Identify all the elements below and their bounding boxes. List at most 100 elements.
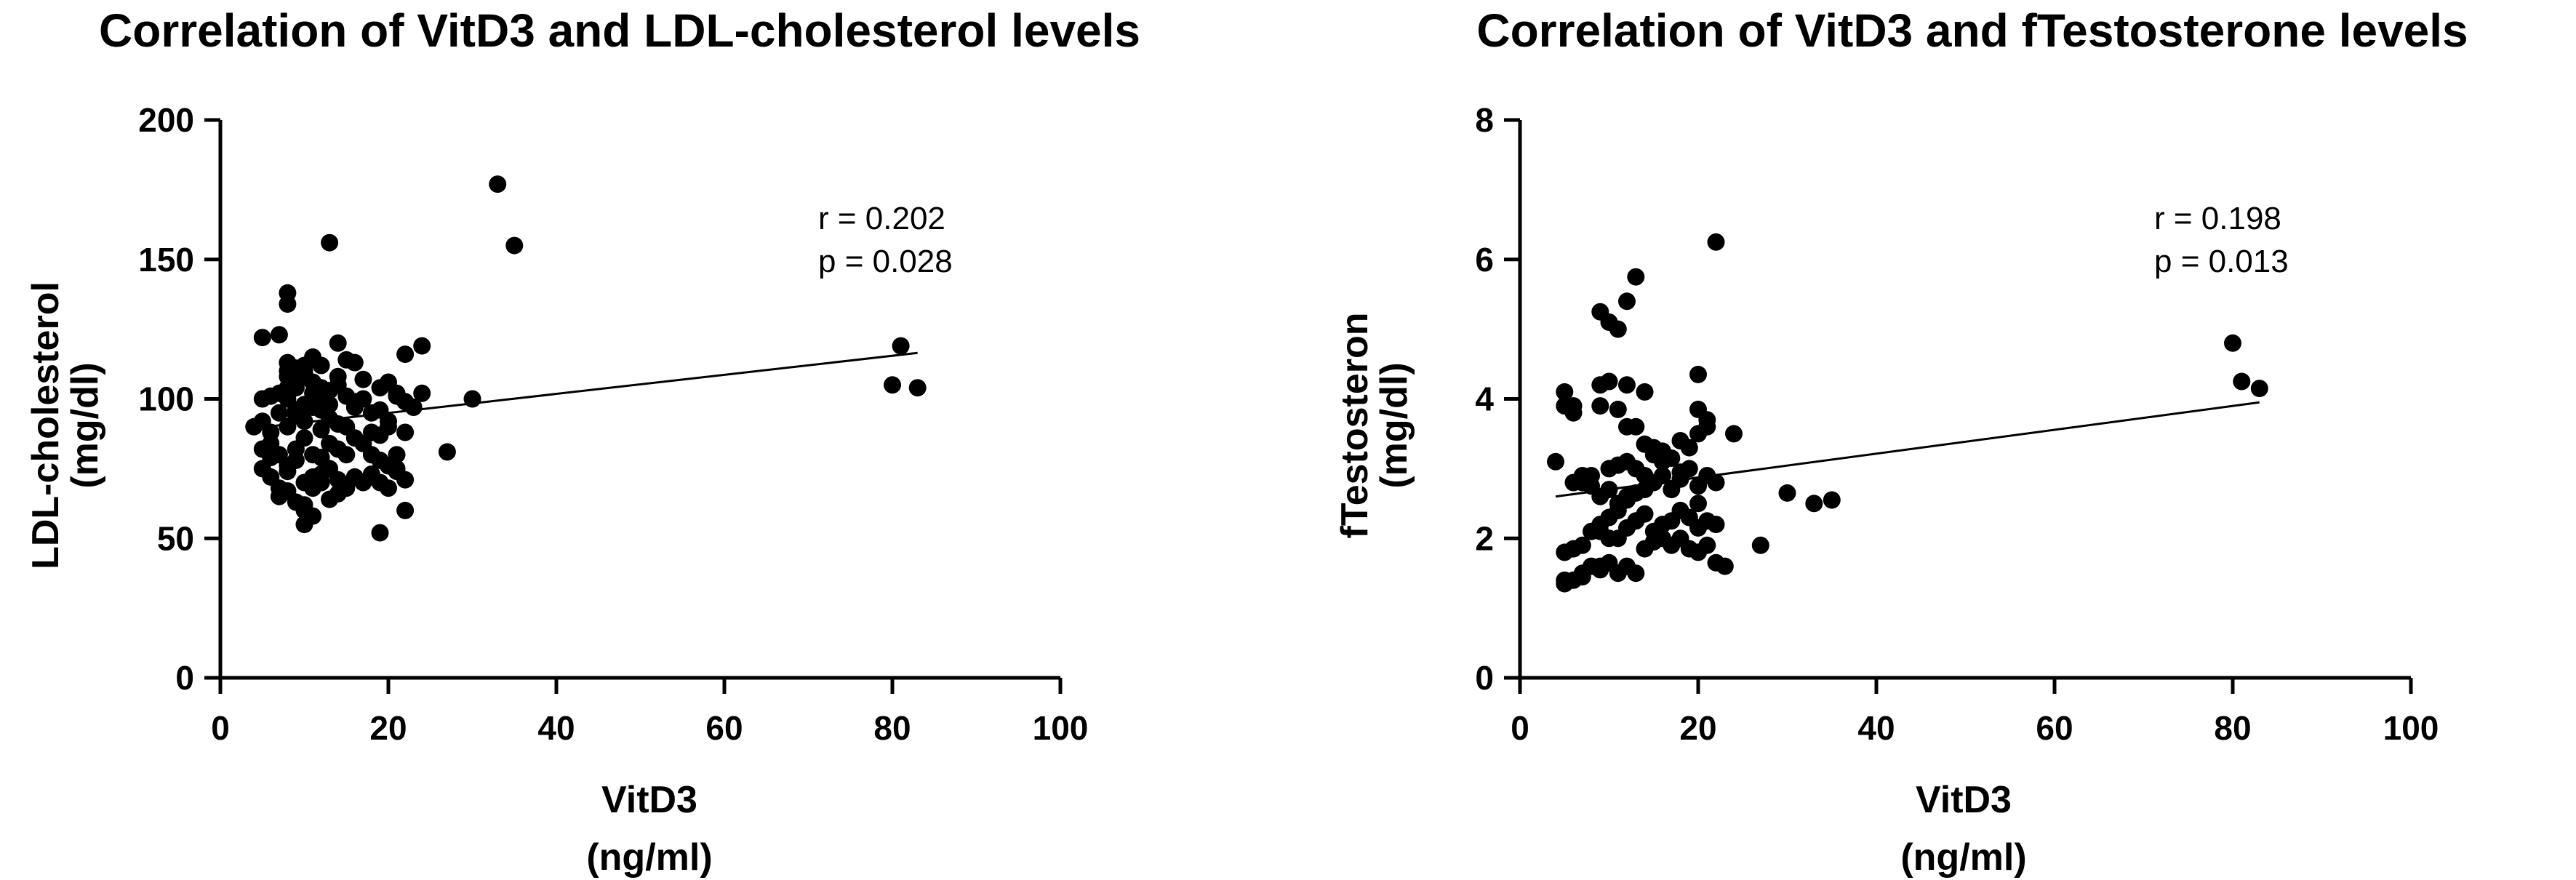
data-point xyxy=(1600,372,1618,391)
y-tick-label: 4 xyxy=(1475,380,1494,418)
data-point xyxy=(1618,376,1636,394)
stat-r-value: r = 0.202 xyxy=(818,201,945,236)
data-point xyxy=(1707,233,1725,251)
data-point xyxy=(1591,557,1609,575)
data-point xyxy=(396,423,415,441)
x-tick-label: 60 xyxy=(2036,709,2073,747)
regression-line-group xyxy=(1555,401,2260,498)
data-point xyxy=(1573,536,1591,554)
data-point xyxy=(1556,383,1574,401)
data-point xyxy=(1618,292,1636,311)
data-point xyxy=(908,379,927,397)
data-point xyxy=(396,345,415,364)
data-point xyxy=(1654,467,1671,484)
y-axis-label-line1: fTestosteron xyxy=(1334,312,1376,538)
data-point xyxy=(1680,439,1698,457)
x-axis-label-line1: VitD3 xyxy=(1916,779,2012,821)
stat-p-value: p = 0.013 xyxy=(2154,244,2289,279)
x-tick-label: 20 xyxy=(1679,709,1716,747)
data-point xyxy=(1618,487,1636,505)
data-point xyxy=(1689,365,1707,383)
y-tick-label: 0 xyxy=(1475,659,1494,697)
data-point xyxy=(1823,491,1841,509)
y-tick-label: 50 xyxy=(157,519,194,557)
data-point xyxy=(345,468,364,486)
data-point xyxy=(1609,501,1627,519)
data-point xyxy=(295,365,313,383)
data-point xyxy=(1609,400,1627,418)
axis-ticks: 0 50 100 150 200 0 20 40 60 80 100 xyxy=(138,101,1088,747)
axes xyxy=(218,120,1060,680)
stat-p-value: p = 0.028 xyxy=(818,244,953,279)
data-points xyxy=(245,175,927,542)
data-point xyxy=(1689,495,1707,513)
data-point xyxy=(329,367,347,385)
data-point xyxy=(345,353,364,372)
data-point xyxy=(295,429,313,447)
data-point xyxy=(438,443,456,461)
data-point xyxy=(1627,564,1645,583)
data-point xyxy=(1689,400,1707,418)
y-tick-label: 2 xyxy=(1475,519,1494,557)
data-point xyxy=(1698,536,1716,554)
x-tick-label: 20 xyxy=(369,709,407,747)
data-point xyxy=(380,479,397,497)
x-tick-label: 0 xyxy=(1511,709,1529,747)
data-point xyxy=(2224,334,2241,352)
data-point xyxy=(1591,397,1609,415)
data-point xyxy=(337,417,356,436)
data-point xyxy=(2233,372,2251,391)
data-point xyxy=(279,295,297,313)
y-axis-label-line2: (mg/dl) xyxy=(64,362,106,488)
x-tick-label: 100 xyxy=(2383,709,2439,747)
y-tick-label: 100 xyxy=(138,380,194,418)
regression-line xyxy=(254,351,918,430)
x-tick-label: 60 xyxy=(705,709,743,747)
data-point xyxy=(1671,463,1689,481)
data-point xyxy=(270,326,288,344)
data-point xyxy=(1564,404,1583,422)
data-point xyxy=(1636,505,1654,523)
data-point xyxy=(295,516,313,534)
y-axis-label-line2: (mg/dl) xyxy=(1373,362,1415,488)
y-tick-label: 8 xyxy=(1475,101,1494,139)
data-point xyxy=(380,412,397,431)
data-point xyxy=(892,337,910,355)
data-point xyxy=(329,334,347,352)
data-point xyxy=(1751,536,1769,554)
data-point xyxy=(413,337,431,355)
x-tick-label: 100 xyxy=(1033,709,1089,747)
regression-line xyxy=(1555,401,2260,498)
data-points xyxy=(1547,233,2268,593)
data-point xyxy=(1627,417,1645,436)
chart-title: Correlation of VitD3 and fTestosterone l… xyxy=(1476,4,2468,57)
data-point xyxy=(270,404,288,422)
data-point xyxy=(1636,383,1654,401)
data-point xyxy=(396,471,415,489)
data-point xyxy=(337,446,356,464)
data-point xyxy=(312,401,330,419)
data-point xyxy=(1716,557,1734,575)
x-tick-label: 80 xyxy=(873,709,911,747)
x-tick-label: 40 xyxy=(1857,709,1895,747)
data-point xyxy=(505,236,524,255)
axes xyxy=(1518,120,2411,680)
data-point xyxy=(1778,484,1796,502)
y-tick-label: 200 xyxy=(138,101,194,139)
data-point xyxy=(371,524,389,542)
x-tick-label: 40 xyxy=(537,709,575,747)
data-point xyxy=(1609,320,1627,338)
x-axis-label-line2: (ng/ml) xyxy=(586,836,712,879)
data-point xyxy=(354,370,372,388)
data-point xyxy=(253,329,271,347)
data-point xyxy=(262,423,280,441)
data-point xyxy=(396,501,415,519)
data-point xyxy=(2250,380,2268,398)
data-point xyxy=(1547,452,1564,471)
stat-r-value: r = 0.198 xyxy=(2154,201,2281,236)
data-point xyxy=(1707,473,1725,492)
y-axis-label-line1: LDL-cholesterol xyxy=(25,281,67,569)
data-point xyxy=(413,384,431,402)
